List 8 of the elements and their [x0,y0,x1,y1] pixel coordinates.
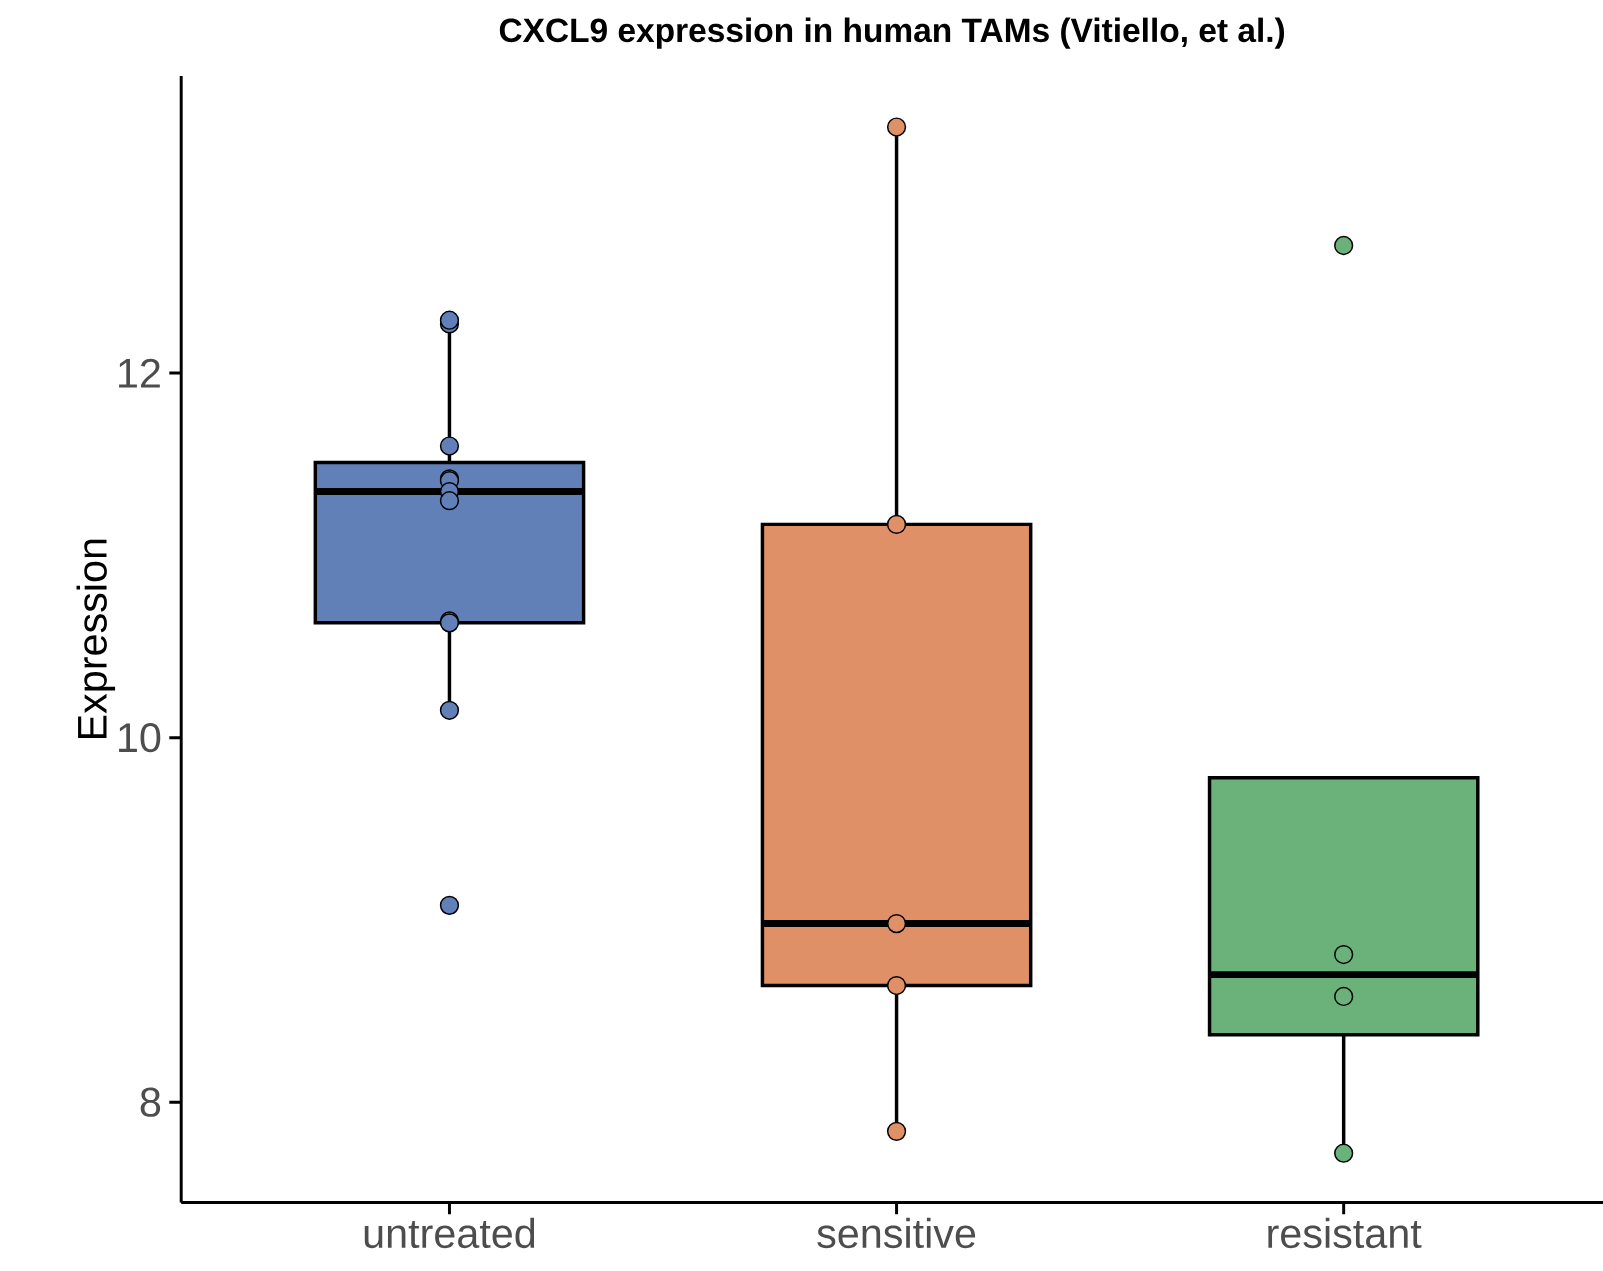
y-tick-label: 8 [140,1087,161,1118]
x-tick-label: sensitive [817,1217,976,1249]
y-axis-title: Expression [76,539,116,739]
y-tick-label: 10 [119,723,161,753]
y-tick-label: 12 [119,358,160,388]
x-tick-label: resistant [1268,1217,1422,1249]
x-tick-label: untreated [364,1217,535,1249]
chart-title: CXCL9 expression in human TAMs (Vitiello, et al.) [499,17,1285,50]
